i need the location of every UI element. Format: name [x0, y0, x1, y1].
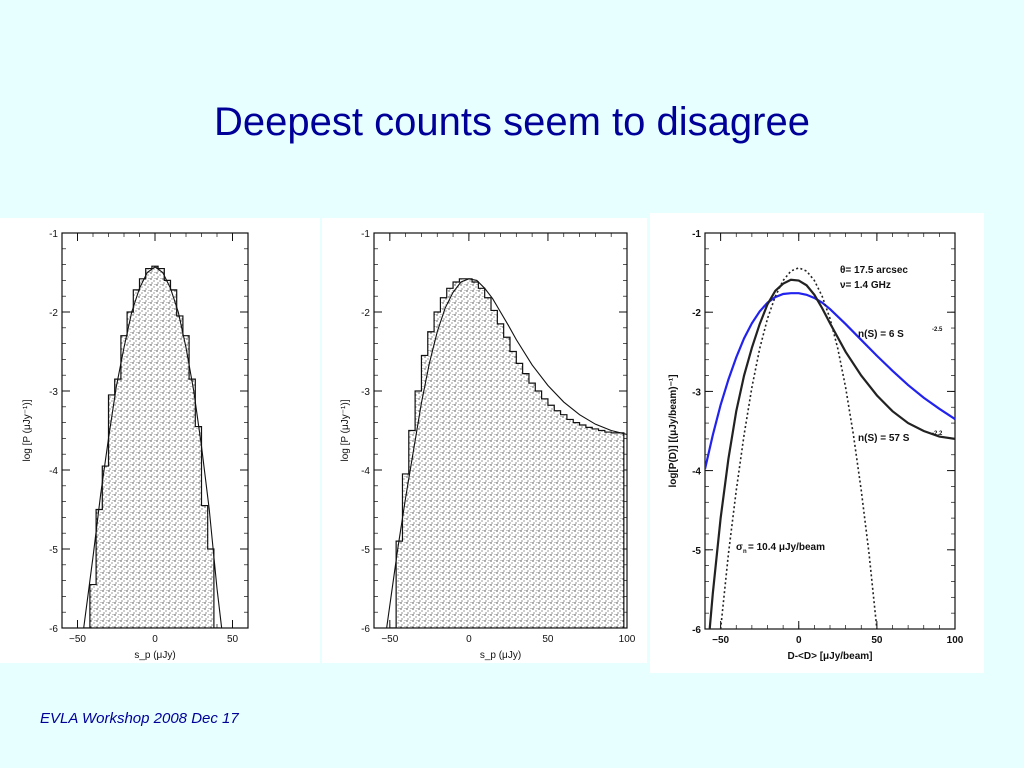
slide-title: Deepest counts seem to disagree — [214, 100, 810, 144]
annotation-blue-model: n(S) = 6 S — [858, 329, 904, 340]
annotation-noise-symbol: σ — [736, 542, 743, 553]
x-axis-label: s_p (μJy) — [480, 650, 521, 661]
histogram-panel-left: -1 -2 -3 -4 -5 -6 −50 0 50 s_p (μJy) log [P (μJy⁻¹… — [0, 218, 320, 663]
y-tick-label: -6 — [361, 624, 370, 635]
annotation-beam: θ= 17.5 arcsec — [840, 265, 908, 276]
y-tick-label: -5 — [49, 545, 58, 556]
x-axis-label: D-<D> [μJy/beam] — [787, 651, 872, 662]
y-tick-label: -3 — [49, 387, 58, 398]
annotation-frequency: ν= 1.4 GHz — [840, 280, 891, 291]
histogram-chart-right: -1 -2 -3 -4 -5 -6 −50 0 50 100 s_p (μJy) log [P (μJ… — [340, 229, 636, 661]
histogram-bars — [83, 265, 221, 628]
series-line-0 — [705, 292, 955, 470]
y-tick-label: -6 — [49, 624, 58, 635]
annotation-blue-exponent: -2.5 — [932, 327, 943, 333]
annotation-black-exponent: -2.2 — [932, 431, 943, 437]
y-tick-label: -6 — [692, 625, 701, 636]
x-tick-label: 50 — [542, 634, 554, 645]
pd-model-panel: -1 -2 -3 -4 -5 -6 −50 0 50 100 D-<D> [μJy/beam] log… — [650, 213, 984, 673]
y-tick-label: -3 — [361, 387, 370, 398]
series-line-1 — [83, 266, 223, 628]
x-tick-label: 50 — [227, 634, 239, 645]
x-tick-label: −50 — [712, 635, 729, 646]
series-line-2 — [719, 266, 878, 629]
y-tick-label: -1 — [361, 229, 370, 240]
y-tick-label: -2 — [692, 308, 701, 319]
x-tick-label: 0 — [796, 635, 802, 646]
y-tick-label: -4 — [49, 466, 58, 477]
x-tick-label: 100 — [619, 634, 636, 645]
y-tick-label: -5 — [692, 546, 701, 557]
x-tick-label: 50 — [871, 635, 883, 646]
y-tick-label: -3 — [692, 387, 701, 398]
plot-frame — [704, 232, 956, 630]
annotation-noise-value: = 10.4 μJy/beam — [748, 542, 825, 553]
histogram-chart-left: -1 -2 -3 -4 -5 -6 −50 0 50 s_p (μJy) log [P (μJy⁻¹… — [22, 229, 249, 661]
annotation-noise-subscript: n — [743, 549, 747, 555]
y-axis-label: log [P (μJy⁻¹)] — [22, 399, 33, 461]
x-tick-label: 100 — [947, 635, 964, 646]
footer-text: EVLA Workshop 2008 Dec 17 — [40, 710, 239, 727]
series-line-1 — [386, 278, 627, 628]
y-axis-label: log [P (μJy⁻¹)] — [340, 399, 351, 461]
x-tick-label: 0 — [152, 634, 158, 645]
x-tick-label: −50 — [69, 634, 86, 645]
y-tick-label: -1 — [49, 229, 58, 240]
series-line-1 — [708, 278, 955, 629]
y-axis-label: log[P(D)] [(μJy/beam)⁻¹] — [668, 374, 679, 487]
y-tick-label: -2 — [49, 308, 58, 319]
x-tick-label: −50 — [381, 634, 398, 645]
y-tick-label: -1 — [692, 229, 701, 240]
y-tick-label: -4 — [361, 466, 370, 477]
histogram-bars — [389, 278, 625, 628]
y-tick-label: -2 — [361, 308, 370, 319]
pd-model-chart: -1 -2 -3 -4 -5 -6 −50 0 50 100 D-<D> [μJy/beam] log… — [668, 229, 964, 662]
x-tick-label: 0 — [466, 634, 472, 645]
histogram-panel-right: -1 -2 -3 -4 -5 -6 −50 0 50 100 s_p (μJy) log [P (μJ… — [322, 218, 647, 663]
x-axis-label: s_p (μJy) — [134, 650, 175, 661]
annotation-black-model: n(S) = 57 S — [858, 433, 910, 444]
y-tick-label: -4 — [692, 467, 701, 478]
y-tick-label: -5 — [361, 545, 370, 556]
